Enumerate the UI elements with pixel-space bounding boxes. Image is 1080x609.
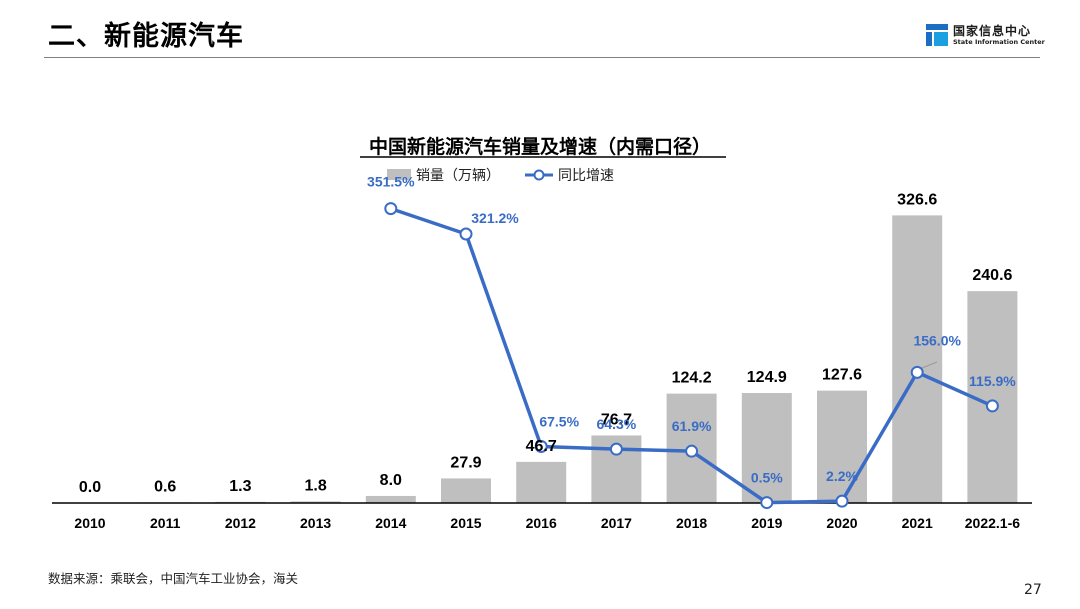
- x-tick-2020: 2020: [826, 515, 857, 531]
- legend-line-marker: [533, 169, 545, 181]
- logo-mark-icon: [926, 24, 948, 46]
- bar-label-2018: 124.2: [672, 370, 712, 387]
- data-source-note: 数据来源：乘联会，中国汽车工业协会，海关: [48, 571, 299, 586]
- bar-label-2016: 46.7: [526, 438, 557, 455]
- bar-2016: [516, 461, 567, 503]
- bar-label-2013: 1.8: [304, 477, 326, 494]
- growth-marker-2019: [760, 496, 774, 510]
- title-divider: [44, 57, 1040, 58]
- legend-bar-swatch: [387, 169, 411, 180]
- bar-label-2017: 76.7: [601, 411, 632, 428]
- growth-label-2021: 156.0%: [913, 332, 961, 348]
- bar-label-2015: 27.9: [450, 454, 481, 471]
- legend-bar-label: 销量（万辆）: [416, 168, 500, 184]
- growth-label-2020: 2.2%: [826, 468, 858, 484]
- bar-2019: [741, 393, 792, 503]
- growth-marker-2020: [835, 494, 849, 508]
- bar-label-2011: 0.6: [154, 478, 176, 495]
- x-tick-2017: 2017: [601, 515, 632, 531]
- growth-label-2014: 351.5%: [367, 174, 415, 190]
- sales-growth-chart: 中国新能源汽车销量及增速（内需口径） 销量（万辆） 同比增速 2010 2011 201…: [52, 135, 1032, 531]
- growth-marker-2015: [459, 227, 473, 241]
- growth-label-2019: 0.5%: [751, 470, 783, 486]
- page-number: 27: [1024, 582, 1042, 598]
- logo-name-en: State Information Center: [953, 37, 1045, 46]
- x-tick-2013: 2013: [300, 515, 331, 531]
- bar-2014: [365, 495, 416, 503]
- growth-label-2017: 64.3%: [597, 416, 637, 432]
- growth-label-leader-2021: [921, 361, 938, 369]
- growth-marker-2017: [609, 442, 623, 456]
- growth-label-2015: 321.2%: [471, 210, 519, 226]
- x-tick-2010: 2010: [74, 515, 105, 531]
- bar-2015: [441, 478, 491, 503]
- x-tick-2011: 2011: [150, 515, 181, 531]
- growth-marker-2018: [685, 444, 699, 458]
- legend-line-label: 同比增速: [558, 168, 614, 184]
- bar-label-2010: 0.0: [79, 479, 101, 496]
- x-tick-2014: 2014: [375, 515, 406, 531]
- bar-label-2020: 127.6: [822, 367, 862, 384]
- growth-label-2018: 61.9%: [672, 418, 712, 434]
- growth-marker-2022.1-6: [985, 399, 999, 413]
- slide-title: 二、新能源汽车: [48, 21, 244, 52]
- chart-title: 中国新能源汽车销量及增速（内需口径）: [369, 135, 711, 158]
- x-tick-2018: 2018: [676, 515, 707, 531]
- growth-label-2016: 67.5%: [539, 413, 579, 429]
- bar-label-2014: 8.0: [380, 472, 402, 489]
- x-tick-2015: 2015: [450, 515, 481, 531]
- growth-label-2022.1-6: 115.9%: [969, 373, 1016, 389]
- growth-marker-2021: [910, 365, 924, 379]
- x-tick-2022.1-6: 2022.1-6: [965, 515, 1020, 531]
- x-tick-2012: 2012: [225, 515, 256, 531]
- bar-2013: [290, 501, 341, 503]
- bar-label-2012: 1.3: [229, 478, 251, 495]
- bar-label-2022.1-6: 240.6: [972, 267, 1012, 284]
- growth-marker-2014: [384, 202, 398, 216]
- bar-label-2021: 326.6: [897, 191, 937, 208]
- x-tick-2016: 2016: [526, 515, 557, 531]
- logo-name-cn: 国家信息中心: [953, 23, 1032, 38]
- growth-marker-2016: [534, 439, 548, 453]
- x-tick-2021: 2021: [902, 515, 933, 531]
- bar-2020: [817, 390, 867, 503]
- x-tick-2019: 2019: [751, 515, 782, 531]
- bar-label-2019: 124.9: [747, 369, 787, 386]
- bar-2021: [892, 215, 943, 503]
- state-information-center-logo: 国家信息中心 State Information Center: [926, 24, 1045, 46]
